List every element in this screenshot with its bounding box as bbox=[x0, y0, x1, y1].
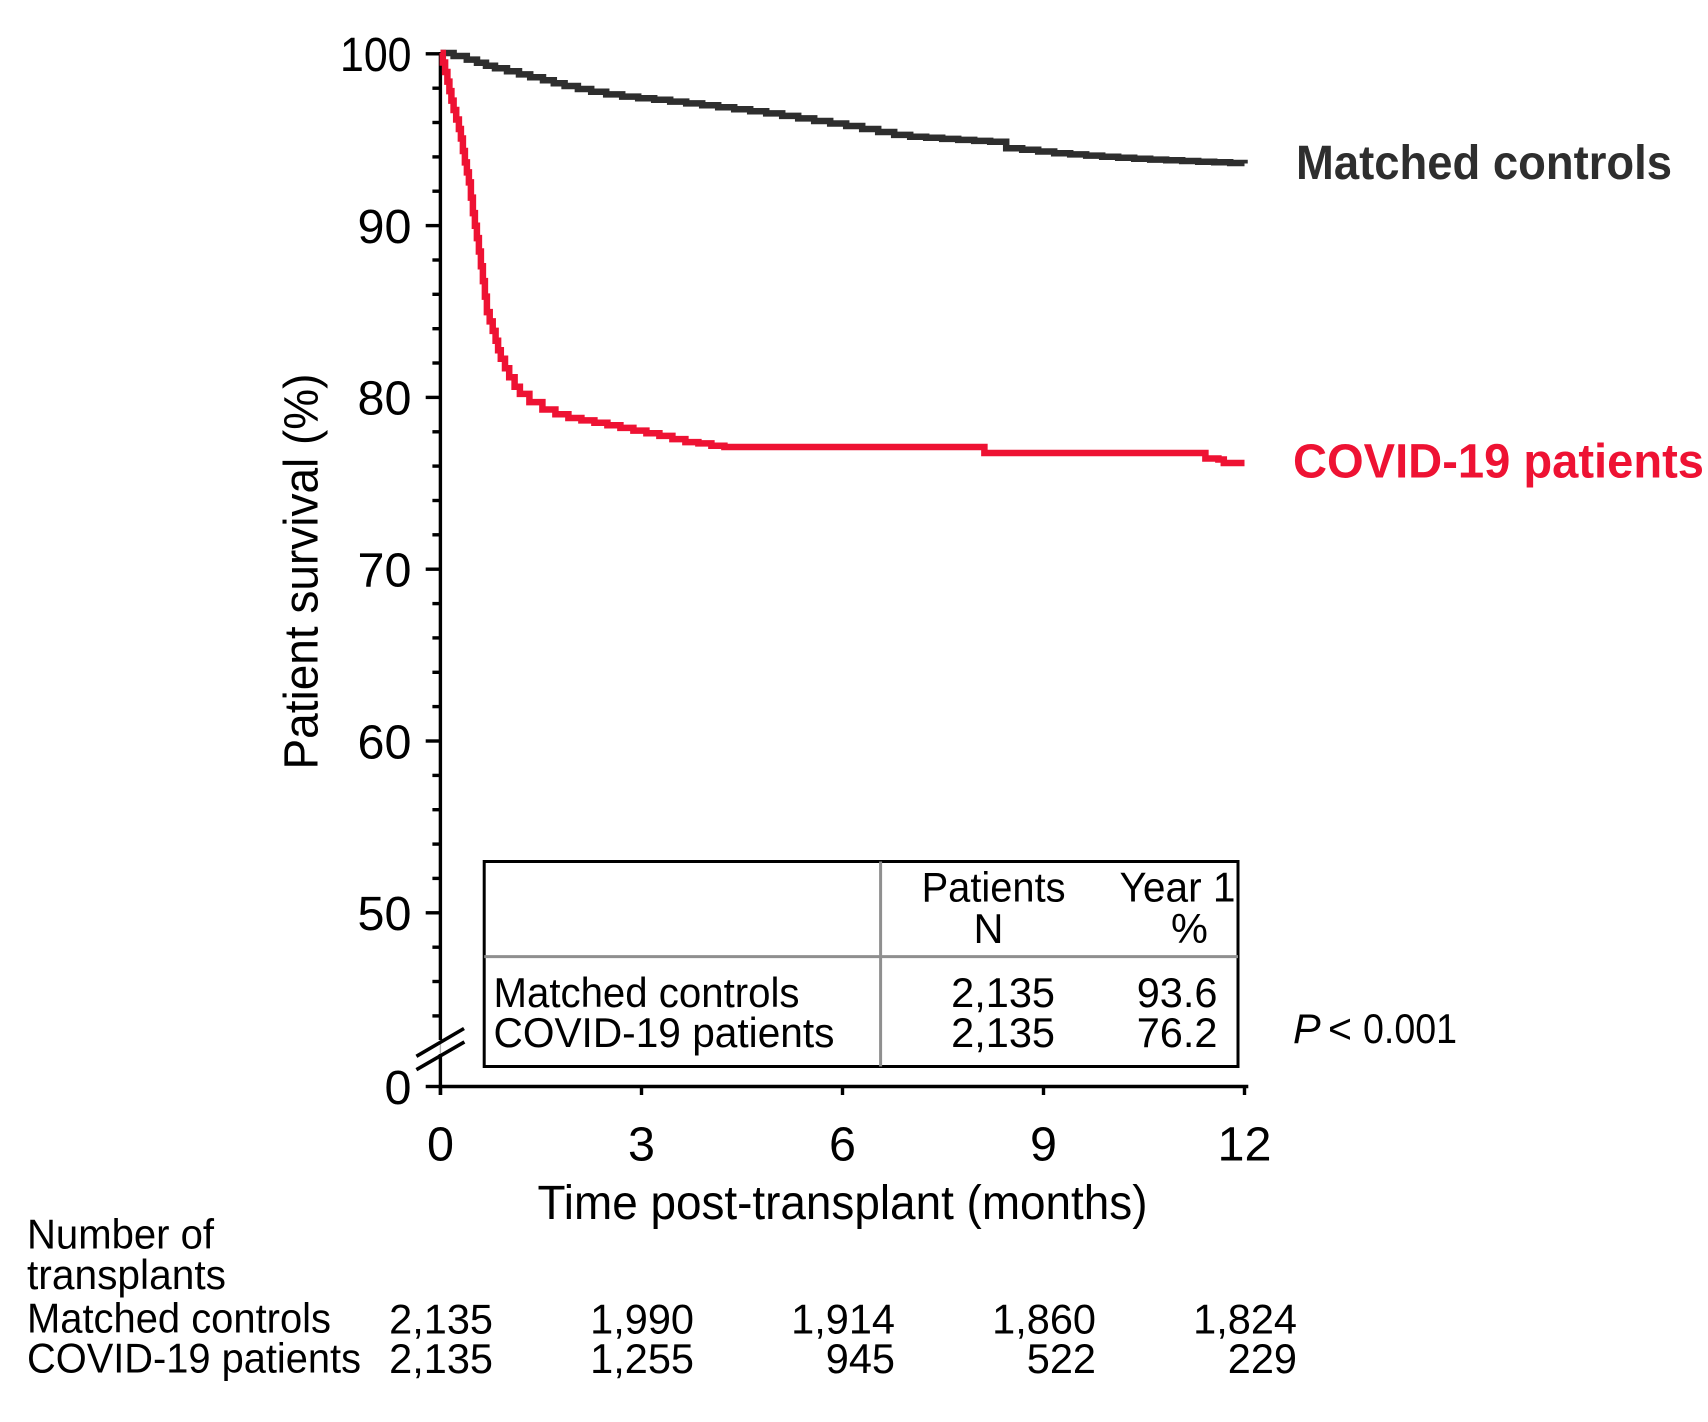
svg-text:1,860: 1,860 bbox=[992, 1295, 1096, 1342]
svg-text:100: 100 bbox=[340, 28, 412, 82]
svg-text:1,990: 1,990 bbox=[590, 1295, 694, 1342]
svg-text:9: 9 bbox=[1030, 1118, 1057, 1172]
svg-text:Patient survival (%): Patient survival (%) bbox=[275, 374, 329, 770]
svg-text:Time post-transplant (months): Time post-transplant (months) bbox=[538, 1176, 1148, 1230]
svg-text:90: 90 bbox=[358, 200, 412, 254]
svg-text:<: < bbox=[1328, 1005, 1352, 1052]
svg-text:0: 0 bbox=[427, 1118, 454, 1172]
svg-text:Matched controls: Matched controls bbox=[1296, 137, 1672, 190]
svg-text:COVID-19 patients: COVID-19 patients bbox=[1293, 436, 1704, 489]
svg-text:2,135: 2,135 bbox=[951, 969, 1055, 1016]
svg-text:3: 3 bbox=[628, 1118, 655, 1172]
svg-text:229: 229 bbox=[1228, 1335, 1297, 1382]
svg-text:1,914: 1,914 bbox=[791, 1295, 895, 1342]
svg-text:1,255: 1,255 bbox=[590, 1335, 694, 1382]
svg-text:2,135: 2,135 bbox=[389, 1335, 493, 1382]
svg-text:70: 70 bbox=[358, 544, 412, 598]
svg-text:COVID-19 patients: COVID-19 patients bbox=[494, 1009, 835, 1056]
svg-text:1,824: 1,824 bbox=[1193, 1295, 1297, 1342]
svg-text:12: 12 bbox=[1218, 1118, 1272, 1172]
svg-text:93.6: 93.6 bbox=[1137, 969, 1218, 1016]
svg-text:Number of: Number of bbox=[27, 1211, 214, 1258]
svg-text:60: 60 bbox=[358, 715, 412, 769]
svg-text:COVID-19 patients: COVID-19 patients bbox=[27, 1334, 361, 1381]
svg-text:%: % bbox=[1171, 905, 1208, 952]
svg-text:0.001: 0.001 bbox=[1363, 1005, 1457, 1052]
svg-text:80: 80 bbox=[358, 372, 412, 426]
svg-text:Matched controls: Matched controls bbox=[494, 969, 800, 1016]
svg-text:50: 50 bbox=[358, 887, 412, 941]
svg-text:P: P bbox=[1293, 1005, 1321, 1052]
svg-text:6: 6 bbox=[829, 1118, 856, 1172]
svg-text:N: N bbox=[974, 905, 1004, 952]
svg-text:transplants: transplants bbox=[27, 1251, 226, 1298]
svg-text:Year 1: Year 1 bbox=[1120, 864, 1236, 911]
svg-text:0: 0 bbox=[385, 1061, 412, 1115]
svg-text:Patients: Patients bbox=[922, 864, 1066, 911]
svg-text:76.2: 76.2 bbox=[1137, 1009, 1218, 1056]
svg-text:522: 522 bbox=[1027, 1335, 1096, 1382]
svg-text:945: 945 bbox=[826, 1335, 895, 1382]
svg-text:2,135: 2,135 bbox=[951, 1009, 1055, 1056]
svg-text:Matched controls: Matched controls bbox=[27, 1295, 331, 1342]
svg-text:2,135: 2,135 bbox=[389, 1295, 493, 1342]
